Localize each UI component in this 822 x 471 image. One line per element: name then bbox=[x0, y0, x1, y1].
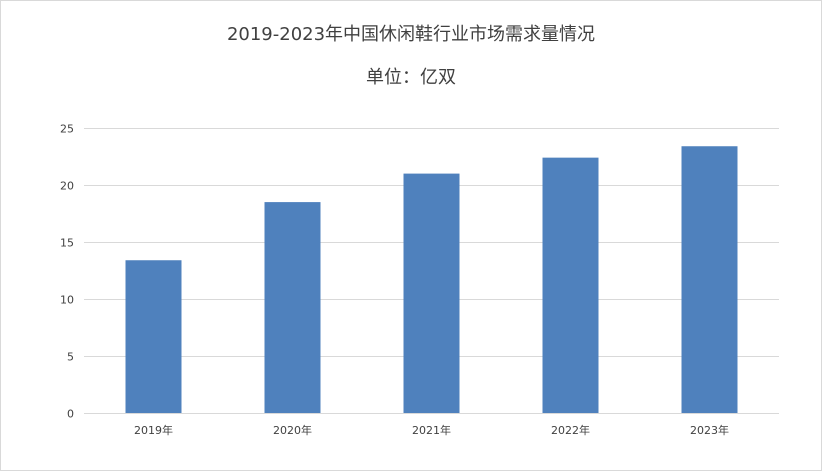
chart-title: 2019-2023年中国休闲鞋行业市场需求量情况 bbox=[226, 24, 596, 45]
y-tick-label: 0 bbox=[67, 408, 74, 421]
x-tick-label: 2023年 bbox=[690, 423, 729, 437]
bar bbox=[403, 173, 460, 413]
bar bbox=[542, 157, 599, 413]
x-axis-tick-labels: 2019年 2020年 2021年 2022年 2023年 bbox=[134, 423, 729, 437]
gridlines bbox=[84, 128, 779, 414]
bar bbox=[264, 202, 321, 413]
chart-subtitle: 单位：亿双 bbox=[366, 67, 456, 88]
bars bbox=[125, 146, 738, 414]
y-tick-label: 15 bbox=[60, 237, 74, 250]
y-tick-label: 10 bbox=[60, 294, 74, 307]
y-tick-label: 25 bbox=[60, 123, 74, 136]
x-tick-label: 2021年 bbox=[412, 423, 451, 437]
y-tick-label: 5 bbox=[67, 351, 74, 364]
y-axis-tick-labels: 0 5 10 15 20 25 bbox=[60, 123, 74, 421]
bar bbox=[125, 260, 182, 413]
x-tick-label: 2022年 bbox=[551, 423, 590, 437]
x-tick-label: 2019年 bbox=[134, 423, 173, 437]
bar bbox=[681, 146, 738, 414]
y-tick-label: 20 bbox=[60, 180, 74, 193]
x-tick-label: 2020年 bbox=[273, 423, 312, 437]
